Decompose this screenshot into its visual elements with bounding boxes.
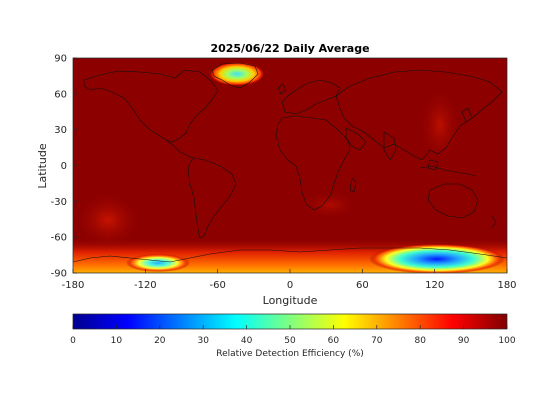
colorbar-tick-label: 10 — [111, 336, 123, 346]
x-tick-label: 0 — [287, 280, 293, 291]
colorbar-tick-label: 90 — [458, 336, 470, 346]
map-field — [73, 58, 507, 273]
x-axis-label: Longitude — [263, 294, 318, 307]
x-tick-label: -180 — [62, 280, 85, 291]
y-tick-label: 90 — [54, 54, 67, 65]
colorbar-tick-label: 100 — [498, 336, 515, 346]
colorbar-tick-label: 50 — [284, 336, 296, 346]
feature-antarctica-east — [369, 244, 505, 273]
colorbar-tick-label: 30 — [197, 336, 209, 346]
x-tick-label: 120 — [425, 280, 444, 291]
feature-antarctica-west — [126, 254, 190, 272]
y-axis: 90 60 30 0 -30 -60 -90 — [51, 54, 77, 280]
y-tick-label: 30 — [54, 125, 67, 136]
x-tick-label: -120 — [134, 280, 157, 291]
y-tick-label: 60 — [54, 89, 67, 100]
x-tick-label: -60 — [209, 280, 225, 291]
colorbar-label: Relative Detection Efficiency (%) — [216, 349, 364, 359]
colorbar-ticks: 0 10 20 30 40 50 60 70 80 90 100 — [70, 325, 516, 346]
x-axis: -180 -120 -60 0 60 120 180 — [62, 269, 517, 291]
x-tick-label: 180 — [497, 280, 516, 291]
region-south-pacific — [73, 190, 143, 250]
coastlines — [73, 62, 507, 263]
y-axis-label: Latitude — [36, 143, 49, 189]
region-east-asia — [418, 85, 462, 165]
colorbar-tick-label: 20 — [154, 336, 166, 346]
region-indian-ocean — [300, 190, 360, 220]
colorbar — [73, 314, 507, 329]
colorbar-tick-label: 70 — [371, 336, 383, 346]
chart-title: 2025/06/22 Daily Average — [210, 42, 369, 55]
colorbar-tick-label: 40 — [241, 336, 253, 346]
x-tick-label: 60 — [356, 280, 369, 291]
feature-greenland — [209, 62, 265, 86]
y-tick-label: 0 — [61, 161, 67, 172]
y-tick-label: -30 — [51, 197, 67, 208]
colorbar-tick-label: 80 — [414, 336, 426, 346]
y-tick-label: -60 — [51, 233, 67, 244]
colorbar-tick-label: 0 — [70, 336, 76, 346]
y-tick-label: -90 — [51, 269, 67, 280]
colorbar-tick-label: 60 — [328, 336, 340, 346]
